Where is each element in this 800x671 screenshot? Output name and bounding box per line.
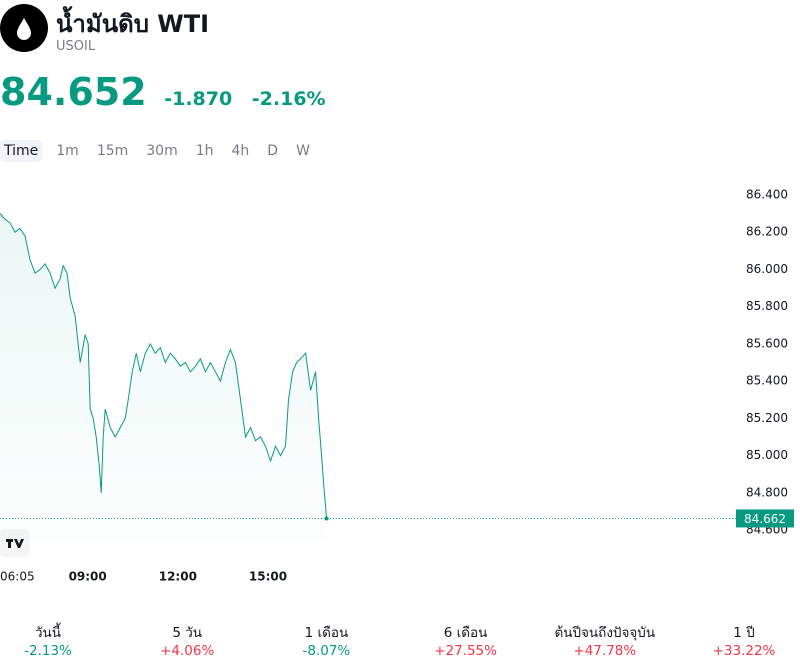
period-label: ต้นปีจนถึงปัจจุบัน (554, 625, 656, 641)
price-line (0, 213, 328, 519)
y-tick-label: 86.400 (746, 188, 788, 202)
period-label: 5 วัน (172, 625, 203, 641)
period-change: -8.07% (302, 643, 351, 659)
timeframe-tab[interactable]: 15m (96, 143, 129, 159)
drop-icon (17, 18, 31, 40)
last-point (324, 516, 329, 521)
timeframe-tab[interactable]: 30m (146, 143, 178, 159)
period-change: +27.55% (434, 643, 497, 659)
quote: 84.652 -1.870 -2.16% (0, 70, 326, 114)
timeframe-tab[interactable]: D (267, 143, 279, 159)
y-tick-label: 85.000 (746, 448, 788, 462)
y-tick-label: 85.600 (746, 336, 788, 350)
last-price-label: 84.662 (744, 512, 786, 526)
x-tick-label: 15:00 (249, 570, 287, 584)
period-label: 6 เดือน (443, 625, 488, 641)
timeframe-tab[interactable]: 1m (56, 143, 79, 159)
logo (0, 4, 48, 52)
x-tick-label: 09:00 (69, 570, 107, 584)
period-change: +33.22% (712, 643, 776, 659)
timeframe-tab[interactable]: Time (0, 140, 43, 162)
period-label: 1 ปี (733, 625, 755, 641)
y-tick-label: 86.000 (746, 262, 788, 276)
y-tick-label: 85.200 (746, 411, 788, 425)
y-tick-label: 86.200 (746, 225, 788, 239)
timeframe-tabs: Time 1m 15m 30m 1h 4h D W (0, 140, 314, 162)
change: -1.870 (164, 88, 233, 110)
y-tick-label: 85.400 (746, 374, 788, 388)
last-price-badge (736, 509, 794, 528)
chart: 84.60084.80085.00085.20085.40085.60085.8… (0, 188, 794, 584)
timeframe-tab[interactable]: 1h (195, 143, 214, 159)
area (0, 213, 327, 542)
y-tick-label: 84.800 (746, 485, 788, 499)
timeframe-tab[interactable]: W (296, 143, 310, 159)
price: 84.652 (0, 70, 147, 114)
symbol: USOIL (56, 39, 96, 54)
title: น้ำมันดิบ WTI (56, 10, 210, 38)
x-tick-label: 12:00 (159, 570, 197, 584)
period-change: +47.78% (573, 643, 637, 659)
timeframe-tab[interactable]: 4h (231, 143, 250, 159)
x-tick-label: 06:05 (0, 570, 35, 584)
period-change: +4.06% (160, 643, 215, 659)
period-change: -2.13% (24, 643, 72, 659)
y-tick-label: 85.800 (746, 299, 788, 313)
period-label: 1 เดือน (304, 625, 349, 641)
change-percent: -2.16% (251, 88, 326, 110)
period-label: วันนี้ (34, 625, 62, 641)
